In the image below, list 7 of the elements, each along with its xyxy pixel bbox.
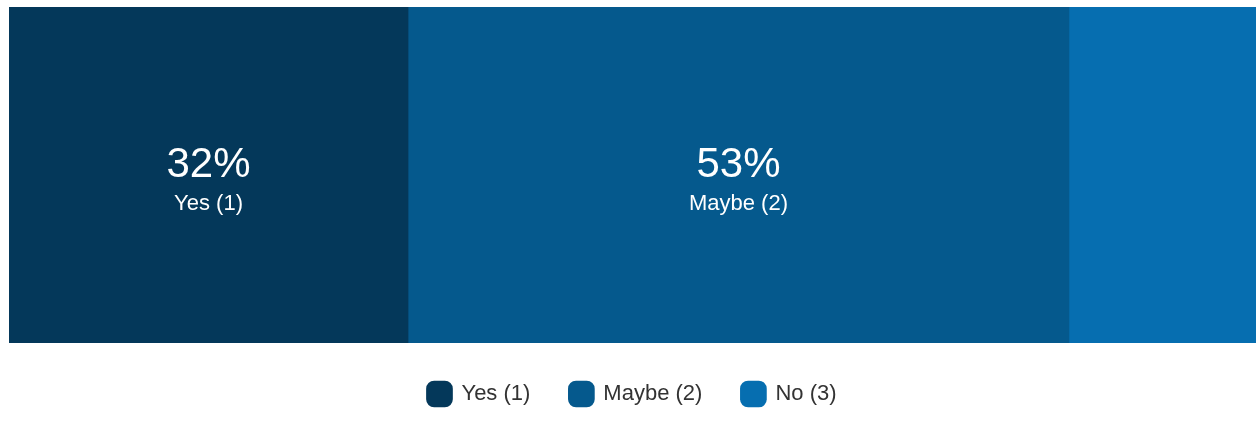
legend-label: Yes (1) [461,380,531,406]
text: Yes (1) [174,190,243,215]
data-label: 53% [696,139,781,186]
legend-label: No (3) [775,380,837,406]
data-label: 32% [166,139,251,186]
legend-label: Maybe (2) [603,380,703,406]
text: Maybe (2) [688,190,789,215]
